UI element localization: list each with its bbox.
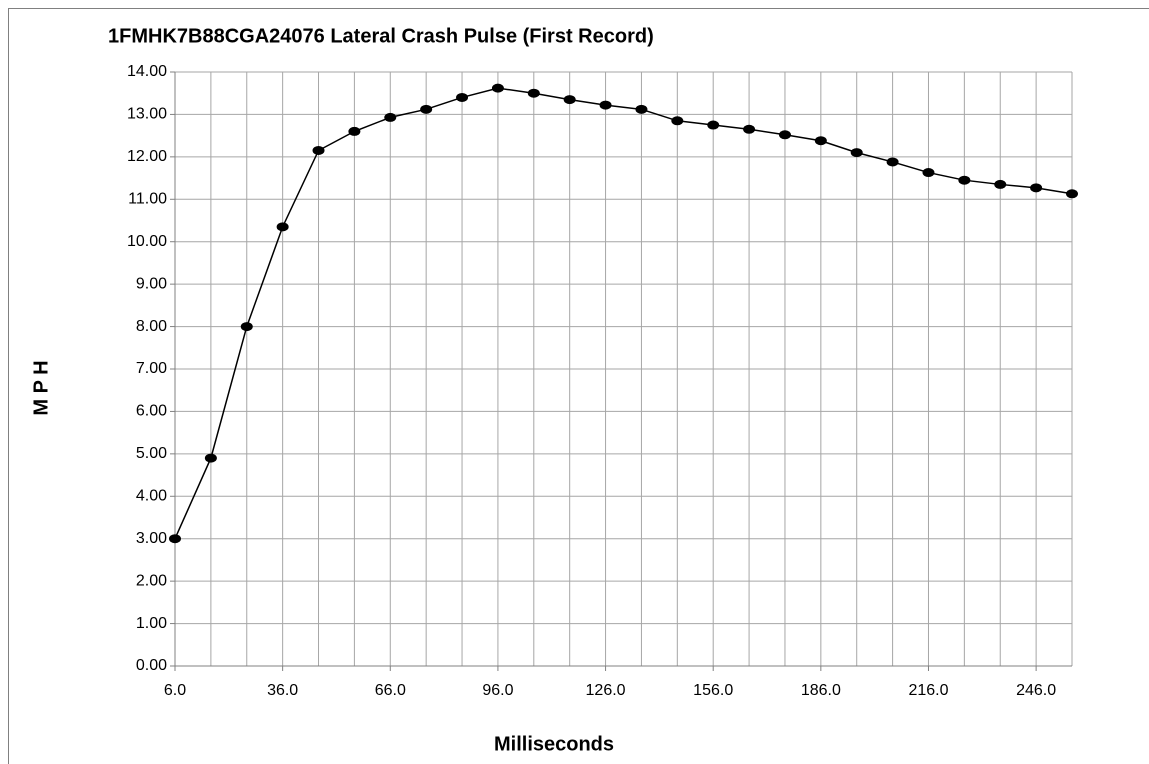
data-point bbox=[814, 136, 827, 146]
x-tick-label: 96.0 bbox=[482, 682, 513, 699]
data-line bbox=[174, 87, 1073, 540]
data-point bbox=[850, 148, 863, 158]
data-point bbox=[778, 130, 791, 140]
data-point bbox=[527, 88, 540, 98]
data-point bbox=[958, 175, 971, 185]
y-tick-label: 6.00 bbox=[136, 403, 167, 420]
y-tick-label: 8.00 bbox=[136, 318, 167, 335]
data-point bbox=[743, 124, 756, 134]
data-point bbox=[1030, 183, 1043, 193]
y-tick-label: 1.00 bbox=[136, 615, 167, 632]
x-tick-label: 36.0 bbox=[267, 682, 298, 699]
data-point bbox=[384, 112, 397, 122]
data-point bbox=[563, 95, 576, 105]
data-point bbox=[312, 145, 325, 155]
data-point bbox=[707, 120, 720, 130]
data-point bbox=[240, 322, 253, 332]
data-point bbox=[922, 168, 935, 178]
x-tick-label: 6.0 bbox=[164, 682, 186, 699]
y-tick-label: 3.00 bbox=[136, 530, 167, 547]
data-point bbox=[491, 83, 504, 93]
data-point bbox=[348, 126, 361, 136]
y-tick-label: 11.00 bbox=[128, 191, 167, 208]
data-point bbox=[420, 104, 433, 114]
y-tick-label: 4.00 bbox=[136, 488, 167, 505]
data-point bbox=[169, 534, 181, 544]
data-point bbox=[204, 453, 217, 463]
y-axis-label: M P H bbox=[30, 360, 52, 415]
x-tick-label: 66.0 bbox=[375, 682, 406, 699]
data-point bbox=[886, 157, 899, 167]
y-tick-label: 13.00 bbox=[127, 106, 167, 123]
y-tick-label: 2.00 bbox=[136, 572, 167, 589]
x-tick-label: 156.0 bbox=[693, 682, 733, 699]
x-axis-label: Milliseconds bbox=[494, 733, 614, 755]
data-point bbox=[276, 222, 289, 232]
y-tick-label: 12.00 bbox=[127, 148, 167, 165]
chart-frame bbox=[8, 8, 1149, 764]
y-tick-label: 7.00 bbox=[136, 360, 167, 377]
y-tick-label: 9.00 bbox=[136, 275, 167, 292]
x-tick-label: 216.0 bbox=[908, 682, 948, 699]
data-point bbox=[671, 116, 684, 126]
y-tick-label: 0.00 bbox=[136, 657, 167, 674]
x-tick-label: 126.0 bbox=[586, 682, 626, 699]
data-point bbox=[1066, 189, 1078, 199]
data-point bbox=[635, 104, 648, 114]
x-tick-label: 186.0 bbox=[801, 682, 841, 699]
data-point bbox=[456, 92, 469, 102]
y-tick-label: 5.00 bbox=[136, 445, 167, 462]
y-tick-label: 14.00 bbox=[127, 63, 167, 80]
y-tick-label: 10.00 bbox=[127, 233, 167, 250]
x-tick-label: 246.0 bbox=[1016, 682, 1056, 699]
data-point bbox=[994, 179, 1007, 189]
chart-title: 1FMHK7B88CGA24076 Lateral Crash Pulse (F… bbox=[108, 25, 654, 47]
data-point bbox=[599, 100, 612, 110]
